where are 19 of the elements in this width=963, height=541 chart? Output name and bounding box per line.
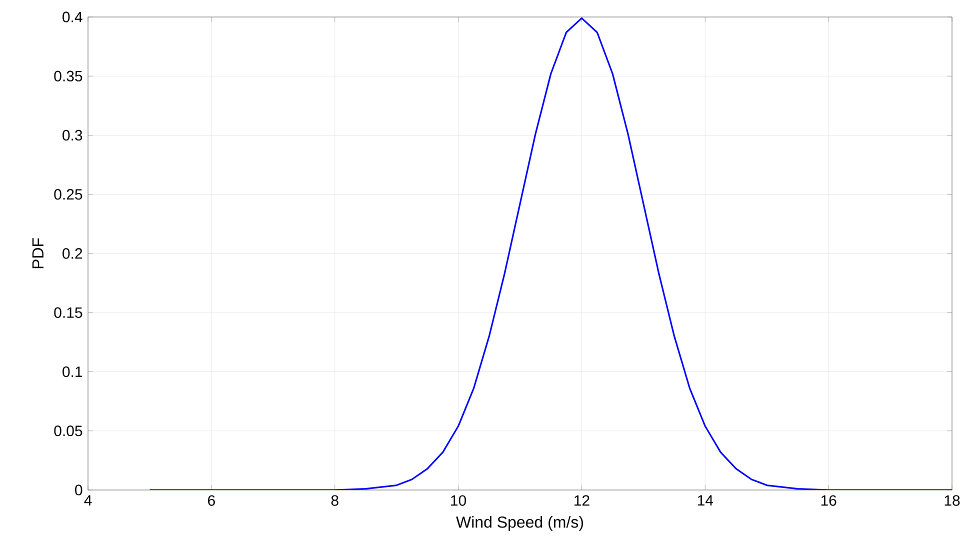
x-tick-label: 8 [331,495,338,506]
y-tick-label: 0.35 [54,70,82,82]
x-tick-label: 14 [698,495,714,506]
y-tick-label: 0.1 [62,366,82,378]
x-axis-title: Wind Speed (m/s) [456,516,584,531]
y-axis-title: PDF [32,238,44,268]
x-tick-label: 6 [208,495,215,506]
y-tick-label: 0.3 [62,130,82,141]
y-tick-label: 0 [75,484,82,496]
x-tick-label: 12 [574,495,590,506]
x-tick-label: 4 [84,495,92,506]
x-tick-label: 16 [821,495,836,506]
x-tick-label: 18 [944,495,960,506]
y-tick-label: 0.4 [62,12,82,22]
y-tick-label: 0.15 [54,307,82,318]
y-tick-label: 0.2 [62,248,82,259]
y-tick-label: 0.05 [54,426,82,436]
x-tick-label: 10 [451,495,466,506]
y-tick-label: 0.25 [54,189,82,200]
